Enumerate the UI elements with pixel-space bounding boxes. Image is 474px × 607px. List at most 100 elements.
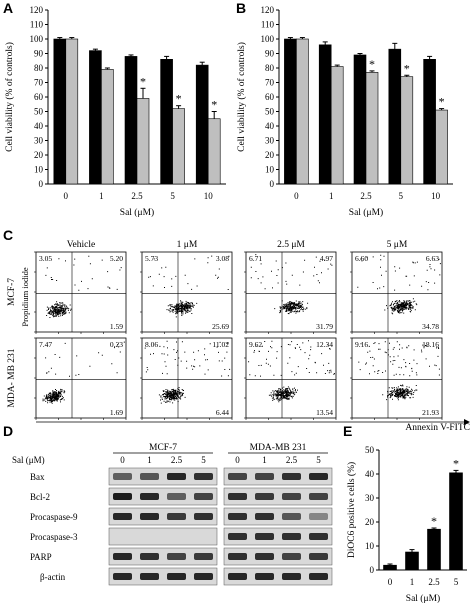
flow-row-label: MDA- MB 231 [7,348,17,407]
bar [65,38,79,185]
y-tick-label: 20 [265,150,275,160]
x-tick-label: 10 [431,191,441,201]
y-tick-label: 40 [365,469,375,479]
quadrant-value-upper-right: 6.63 [426,254,439,263]
flow-row-label: MCF-7 [7,278,17,306]
western-strip [108,467,218,486]
western-band [255,513,274,520]
western-band [309,553,328,560]
x-tick-label: 2.5 [360,191,372,201]
western-band [309,473,328,480]
quadrant-value-upper-left: 3.05 [39,254,52,263]
western-cell-line-label: MCF-7 [149,443,177,453]
western-strip [223,487,333,506]
western-band [228,473,247,480]
bar [330,66,344,185]
flow-plot: 9.62 12.34 13.54 [244,337,337,420]
western-strip [223,507,333,526]
y-tick-label: 30 [34,136,44,146]
panel-label-c: C [3,227,13,243]
x-tick-label: 5 [170,191,175,201]
bar [53,38,67,185]
western-strip [223,527,333,546]
y-tick-label: 70 [265,78,275,88]
y-tick-label: 50 [265,107,275,117]
western-band [113,513,132,520]
western-band [140,553,159,560]
western-dose-value: 2.5 [171,455,183,465]
y-tick-label: 0 [370,565,375,575]
bar [353,54,367,185]
x-tick-label: 1 [410,577,415,587]
western-band [167,513,186,520]
y-tick-label: 60 [34,92,44,102]
western-band [194,513,213,520]
flow-plot-frame [35,251,127,333]
western-dose-value: 5 [201,455,206,465]
western-dose-value: 0 [120,455,125,465]
x-tick-label: 0 [64,191,69,201]
bar [423,58,436,185]
panel-label-a: A [3,0,13,16]
flow-events [248,340,335,403]
x-tick-label: 0 [294,191,299,201]
y-tick-label: 0 [39,179,44,189]
bar [172,108,185,185]
quadrant-value-upper-right: 0.23 [110,340,123,349]
western-band [113,493,132,500]
y-tick-label: 80 [265,63,275,73]
significance-star: * [211,98,217,112]
quadrant-value-upper-right: 3.08 [216,254,229,263]
flow-condition-label: 1 μM [177,240,198,250]
quadrant-value-lower-right: 1.69 [110,408,123,417]
bar [388,48,402,185]
western-band [228,493,247,500]
western-dose-value: 1 [147,455,152,465]
y-tick-label: 30 [365,493,375,503]
bar [124,56,138,185]
y-tick-label: 110 [261,20,275,30]
y-axis-label: Cell viability (% of controls) [4,42,15,152]
panel-label-d: D [3,423,13,439]
significance-star: * [431,514,437,528]
western-band [282,513,301,520]
x-axis-label: Sal (μM) [406,593,440,604]
western-band [282,473,301,480]
bar [284,38,297,185]
western-cell-line-label: MDA-MB 231 [250,443,307,453]
western-strip [223,567,333,586]
y-tick-label: 100 [261,34,275,44]
western-protein-label: Procaspase-9 [30,512,78,522]
y-axis-label: DiOC6 positive cells (%) [346,462,357,558]
western-band [282,493,301,500]
western-band [113,573,132,580]
significance-star: * [176,92,182,106]
y-tick-label: 40 [265,121,275,131]
western-band [309,533,328,540]
significance-star: * [404,61,410,75]
bar [435,109,448,185]
panel-label-b: B [236,0,246,16]
western-strip [108,527,218,546]
y-tick-label: 20 [365,517,375,527]
y-tick-label: 50 [365,445,375,455]
y-tick-label: 0 [270,179,275,189]
x-tick-label: 5 [399,191,404,201]
western-dose-value: 0 [235,455,240,465]
western-band [309,493,328,500]
y-tick-label: 20 [34,150,44,160]
western-protein-label: Bcl-2 [30,492,50,502]
flow-plot-frame [141,251,233,333]
y-tick-label: 100 [30,34,44,44]
quadrant-value-upper-left: 8.06 [145,340,158,349]
western-band [194,493,213,500]
y-tick-label: 90 [265,49,275,59]
western-band [228,533,247,540]
y-tick-label: 90 [34,49,44,59]
western-band [140,473,159,480]
western-band [309,513,328,520]
y-tick-label: 10 [265,165,275,175]
flow-x-axis-arrowhead [464,419,470,425]
quadrant-value-lower-right: 21.93 [422,408,439,417]
